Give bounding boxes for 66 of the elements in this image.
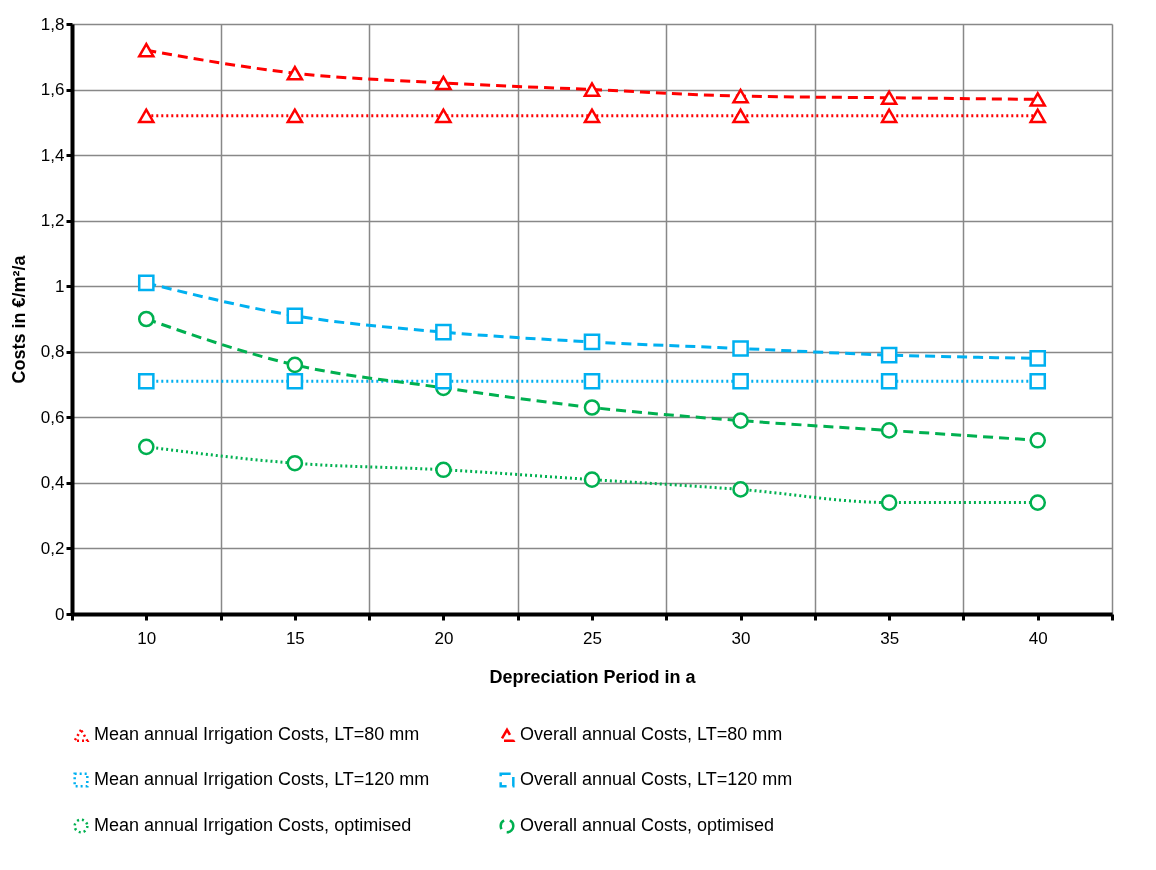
point xyxy=(137,108,155,124)
point xyxy=(583,471,601,488)
x-tick-label: 15 xyxy=(285,628,305,648)
point xyxy=(1029,108,1047,124)
point xyxy=(137,274,155,292)
y-tick-label: 0 xyxy=(55,604,65,624)
y-tick-label: 0,8 xyxy=(40,342,65,362)
point xyxy=(732,412,749,429)
x-tick-label: 20 xyxy=(434,628,454,648)
point xyxy=(880,108,898,124)
x-tick-label: 40 xyxy=(1028,628,1048,648)
point xyxy=(583,333,601,351)
point xyxy=(1029,350,1047,367)
y-tick-label: 1 xyxy=(55,276,65,296)
legend-label: Mean annual Irrigation Costs, LT=80 mm xyxy=(94,724,420,745)
point xyxy=(880,372,898,390)
point xyxy=(435,75,452,91)
y-tick-label: 1,8 xyxy=(40,14,65,34)
point xyxy=(286,307,304,325)
x-tick-label: 30 xyxy=(731,628,751,648)
y-tick-label: 1,4 xyxy=(40,145,65,165)
legend-label: Overall annual Costs, optimised xyxy=(520,815,775,835)
point xyxy=(732,372,749,390)
point xyxy=(880,90,898,106)
point xyxy=(286,372,304,390)
x-axis-title: Depreciation Period in a xyxy=(489,666,697,687)
point xyxy=(880,422,898,439)
point xyxy=(435,372,452,390)
point xyxy=(583,372,601,390)
point xyxy=(435,461,452,479)
point xyxy=(583,82,601,97)
point xyxy=(880,346,898,364)
y-tick-label: 1,6 xyxy=(40,80,65,100)
point xyxy=(1029,431,1047,449)
point xyxy=(1029,494,1047,511)
y-tick-label: 0,6 xyxy=(40,407,65,427)
x-tick-label: 35 xyxy=(880,628,900,648)
point xyxy=(732,481,749,498)
point xyxy=(732,340,749,357)
point xyxy=(732,108,749,124)
point xyxy=(286,356,304,374)
point xyxy=(583,108,601,124)
point xyxy=(1029,92,1047,107)
point xyxy=(137,438,155,456)
legend-label: Mean annual Irrigation Costs, LT=120 mm xyxy=(94,769,430,789)
point xyxy=(583,399,601,416)
point xyxy=(137,42,155,58)
x-tick-label: 25 xyxy=(583,628,602,648)
y-axis-title: Costs in €/m²/a xyxy=(8,254,29,384)
y-tick-label: 0,2 xyxy=(40,538,65,558)
point xyxy=(286,65,304,81)
point xyxy=(435,108,452,124)
point xyxy=(732,88,749,104)
point xyxy=(137,310,155,328)
point xyxy=(286,454,304,472)
legend-label: Overall annual Costs, LT=80 mm xyxy=(520,724,783,745)
legend-label: Overall annual Costs, LT=120 mm xyxy=(520,769,793,789)
x-tick-label: 10 xyxy=(137,628,157,648)
point xyxy=(880,494,898,511)
point xyxy=(137,372,155,390)
point xyxy=(435,323,452,341)
point xyxy=(286,108,304,124)
y-tick-label: 1,2 xyxy=(40,211,65,231)
y-tick-label: 0,4 xyxy=(40,473,65,493)
point xyxy=(1029,372,1047,390)
legend-label: Mean annual Irrigation Costs, optimised xyxy=(94,815,412,835)
